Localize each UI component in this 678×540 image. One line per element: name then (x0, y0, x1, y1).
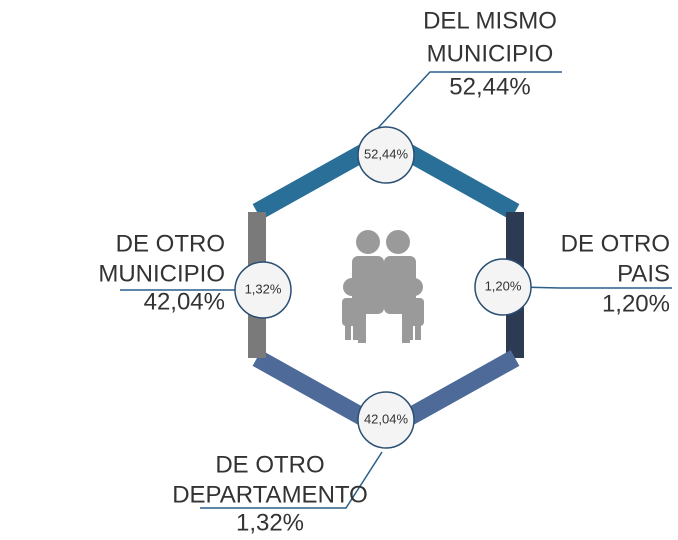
value-label: 1,32% (236, 509, 304, 536)
value-label: 52,44% (449, 73, 530, 100)
circle-label: 1,32% (245, 281, 282, 296)
category-label: PAIS (617, 260, 670, 287)
value-circle (474, 258, 532, 316)
category-label: DEL MISMO (423, 7, 557, 34)
category-label: DE OTRO (116, 230, 225, 257)
category-label: DE OTRO (561, 230, 670, 257)
category-label: MUNICIPIO (427, 40, 554, 67)
category-label: MUNICIPIO (98, 260, 225, 287)
value-label: 1,20% (602, 290, 670, 317)
family-icon (342, 230, 424, 343)
category-label: DE OTRO (215, 451, 324, 478)
circle-label: 52,44% (364, 146, 409, 161)
value-circle (234, 261, 292, 319)
category-label: DEPARTAMENTO (172, 481, 368, 508)
value-circle (357, 391, 415, 449)
value-circle (357, 126, 415, 184)
value-label: 42,04% (144, 288, 225, 315)
circle-label: 1,20% (485, 278, 522, 293)
circle-label: 42,04% (364, 411, 409, 426)
